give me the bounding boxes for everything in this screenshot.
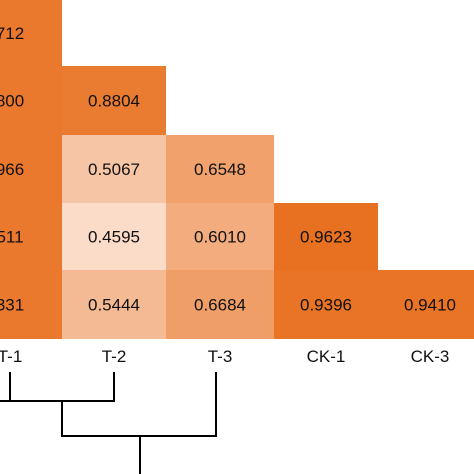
heatmap-cell	[166, 270, 274, 339]
cell-value-label: 0.9410	[404, 296, 456, 315]
cell-value-label: 0.6010	[194, 228, 246, 247]
cell-value-label: 966	[0, 160, 24, 179]
column-label: CK-3	[411, 347, 450, 366]
cell-value-label: 712	[0, 24, 24, 43]
heatmap-cell	[62, 135, 166, 203]
dendrogram	[0, 372, 217, 474]
heatmap-cell	[274, 270, 378, 339]
heatmap-cells: 712 800 0.8804 966 0.5067 0.6548 511 0.4595 0.60…	[0, 0, 474, 339]
heatmap-cell	[0, 270, 62, 339]
cell-value-label: 0.6548	[194, 160, 246, 179]
heatmap-cell	[62, 270, 166, 339]
cell-value-label: 0.5444	[88, 296, 140, 315]
column-label: CK-1	[307, 347, 346, 366]
heatmap-cell	[62, 203, 166, 270]
cell-value-label: 0.9396	[300, 296, 352, 315]
dendrogram-branch	[0, 372, 11, 402]
heatmap-cell	[0, 135, 62, 203]
heatmap-cell	[166, 203, 274, 270]
heatmap-cell	[378, 270, 474, 339]
cell-value-label: 0.9623	[300, 228, 352, 247]
cell-value-label: 0.4595	[88, 228, 140, 247]
column-label: T-2	[102, 347, 127, 366]
heatmap-cell	[166, 135, 274, 203]
heatmap-cell	[0, 66, 62, 135]
column-label: T-3	[208, 347, 233, 366]
dendrogram-branch	[61, 372, 217, 437]
cell-value-label: 331	[0, 296, 24, 315]
heatmap-cell	[274, 203, 378, 270]
heatmap-cell	[62, 66, 166, 135]
cell-value-label: 0.8804	[88, 92, 140, 111]
heatmap-cell	[0, 0, 62, 66]
dendrogram-branch	[10, 372, 115, 402]
column-labels: T-1 T-2 T-3 CK-1 CK-3	[0, 347, 449, 366]
heatmap-cell	[0, 203, 62, 270]
cell-value-label: 800	[0, 92, 24, 111]
cell-value-label: 511	[0, 228, 24, 247]
column-label: T-1	[0, 347, 22, 366]
cell-value-label: 0.5067	[88, 160, 140, 179]
cell-value-label: 0.6684	[194, 296, 246, 315]
